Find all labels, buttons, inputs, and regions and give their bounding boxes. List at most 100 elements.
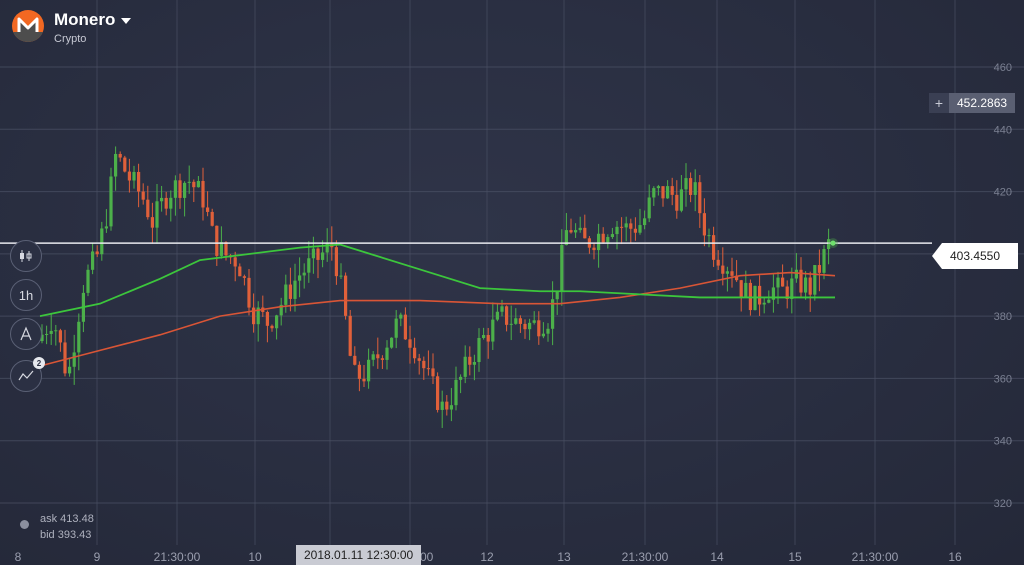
candle-body bbox=[210, 211, 214, 226]
candle-body bbox=[178, 180, 182, 198]
current-price: 403.4550 bbox=[949, 249, 1001, 263]
candle-body bbox=[376, 354, 380, 359]
candle-body bbox=[491, 319, 495, 342]
candle-body bbox=[298, 275, 302, 281]
candle-body bbox=[817, 265, 821, 273]
candle-body bbox=[661, 186, 665, 199]
candle-body bbox=[173, 180, 177, 198]
candle-body bbox=[624, 223, 628, 228]
candle-body bbox=[601, 233, 605, 243]
candle-body bbox=[325, 242, 329, 253]
candle-body bbox=[620, 226, 624, 228]
candle-body bbox=[192, 181, 196, 188]
indicators-button[interactable]: 2 bbox=[10, 357, 45, 392]
asset-selector[interactable]: Monero bbox=[54, 10, 132, 30]
crosshair-time-tag: 2018.01.11 12:30:00 bbox=[296, 545, 422, 565]
candle-body bbox=[514, 318, 518, 324]
candle-body bbox=[399, 314, 403, 319]
candle-body bbox=[454, 379, 458, 406]
interval-button[interactable]: 1h bbox=[10, 279, 42, 311]
chart-type-button[interactable] bbox=[10, 240, 42, 272]
candle-body bbox=[334, 247, 338, 277]
candle-body bbox=[804, 277, 808, 293]
candle-body bbox=[647, 197, 651, 219]
candle-body bbox=[380, 358, 384, 360]
candle-body bbox=[284, 284, 288, 305]
candle-body bbox=[670, 186, 674, 195]
asset-name: Monero bbox=[54, 10, 116, 29]
candle-body bbox=[219, 242, 223, 256]
candle-body bbox=[725, 271, 729, 274]
candle-body bbox=[422, 360, 426, 369]
indicators-count-badge: 2 bbox=[33, 357, 45, 369]
candle-body bbox=[118, 153, 122, 158]
candle-body bbox=[560, 245, 564, 292]
candle-body bbox=[141, 191, 145, 200]
candle-body bbox=[500, 306, 504, 312]
candle-body bbox=[541, 333, 545, 337]
candle-body bbox=[505, 306, 509, 325]
candle-body bbox=[615, 226, 619, 235]
add-alert-plus-icon[interactable]: + bbox=[929, 93, 949, 113]
candle-body bbox=[293, 280, 297, 299]
candle-body bbox=[54, 330, 58, 332]
candle-body bbox=[164, 197, 168, 209]
candle-body bbox=[463, 356, 467, 377]
candle-body bbox=[574, 230, 578, 233]
candle-body bbox=[357, 364, 361, 379]
candle-body bbox=[431, 368, 435, 377]
candle-body bbox=[127, 171, 131, 181]
x-tick-label: 21:30:00 bbox=[852, 550, 899, 564]
candle-body bbox=[252, 307, 256, 325]
candle-body bbox=[408, 339, 412, 348]
candle-body bbox=[578, 227, 582, 231]
candle-body bbox=[689, 178, 693, 195]
candle-body bbox=[633, 228, 637, 233]
candle-body bbox=[528, 322, 532, 330]
candle-body bbox=[403, 314, 407, 340]
candle-body bbox=[426, 368, 430, 370]
candle-body bbox=[693, 182, 697, 195]
x-tick-label: 21:30:00 bbox=[154, 550, 201, 564]
candle-body bbox=[275, 315, 279, 329]
candle-body bbox=[546, 328, 550, 334]
candle-body bbox=[440, 401, 444, 410]
candle-body bbox=[551, 299, 555, 329]
candle-body bbox=[744, 282, 748, 298]
candle-body bbox=[767, 299, 771, 303]
asset-header[interactable]: Monero Crypto bbox=[12, 10, 132, 45]
candle-body bbox=[242, 276, 246, 278]
candle-body bbox=[597, 233, 601, 251]
info-icon bbox=[20, 520, 29, 529]
bid-price: bid 393.43 bbox=[40, 529, 92, 541]
candle-body bbox=[123, 157, 127, 172]
candle-body bbox=[629, 223, 633, 229]
candle-body bbox=[302, 272, 306, 276]
candle-body bbox=[721, 265, 725, 274]
candle-body bbox=[495, 311, 499, 320]
candle-body bbox=[215, 225, 219, 256]
current-price-tag: 403.4550 bbox=[932, 243, 1018, 269]
candle-body bbox=[348, 315, 352, 356]
crosshair-price-tag[interactable]: + 452.2863 bbox=[929, 93, 1016, 113]
candle-body bbox=[385, 347, 389, 360]
candle-body bbox=[638, 225, 642, 233]
drawing-tools-button[interactable] bbox=[10, 318, 42, 350]
interval-label: 1h bbox=[18, 287, 34, 303]
y-tick-label: 440 bbox=[994, 124, 1012, 136]
candle-body bbox=[256, 307, 260, 325]
candle-body bbox=[104, 226, 108, 229]
candle-body bbox=[569, 230, 573, 233]
candle-body bbox=[114, 153, 118, 177]
candle-body bbox=[449, 405, 453, 410]
candle-body bbox=[146, 199, 150, 218]
chevron-down-icon bbox=[121, 18, 132, 24]
moving-average-green bbox=[39, 243, 835, 318]
candle-body bbox=[707, 235, 711, 237]
candle-body bbox=[509, 323, 513, 325]
candle-body bbox=[477, 337, 481, 363]
candle-body bbox=[468, 356, 472, 365]
asset-category: Crypto bbox=[54, 33, 87, 45]
